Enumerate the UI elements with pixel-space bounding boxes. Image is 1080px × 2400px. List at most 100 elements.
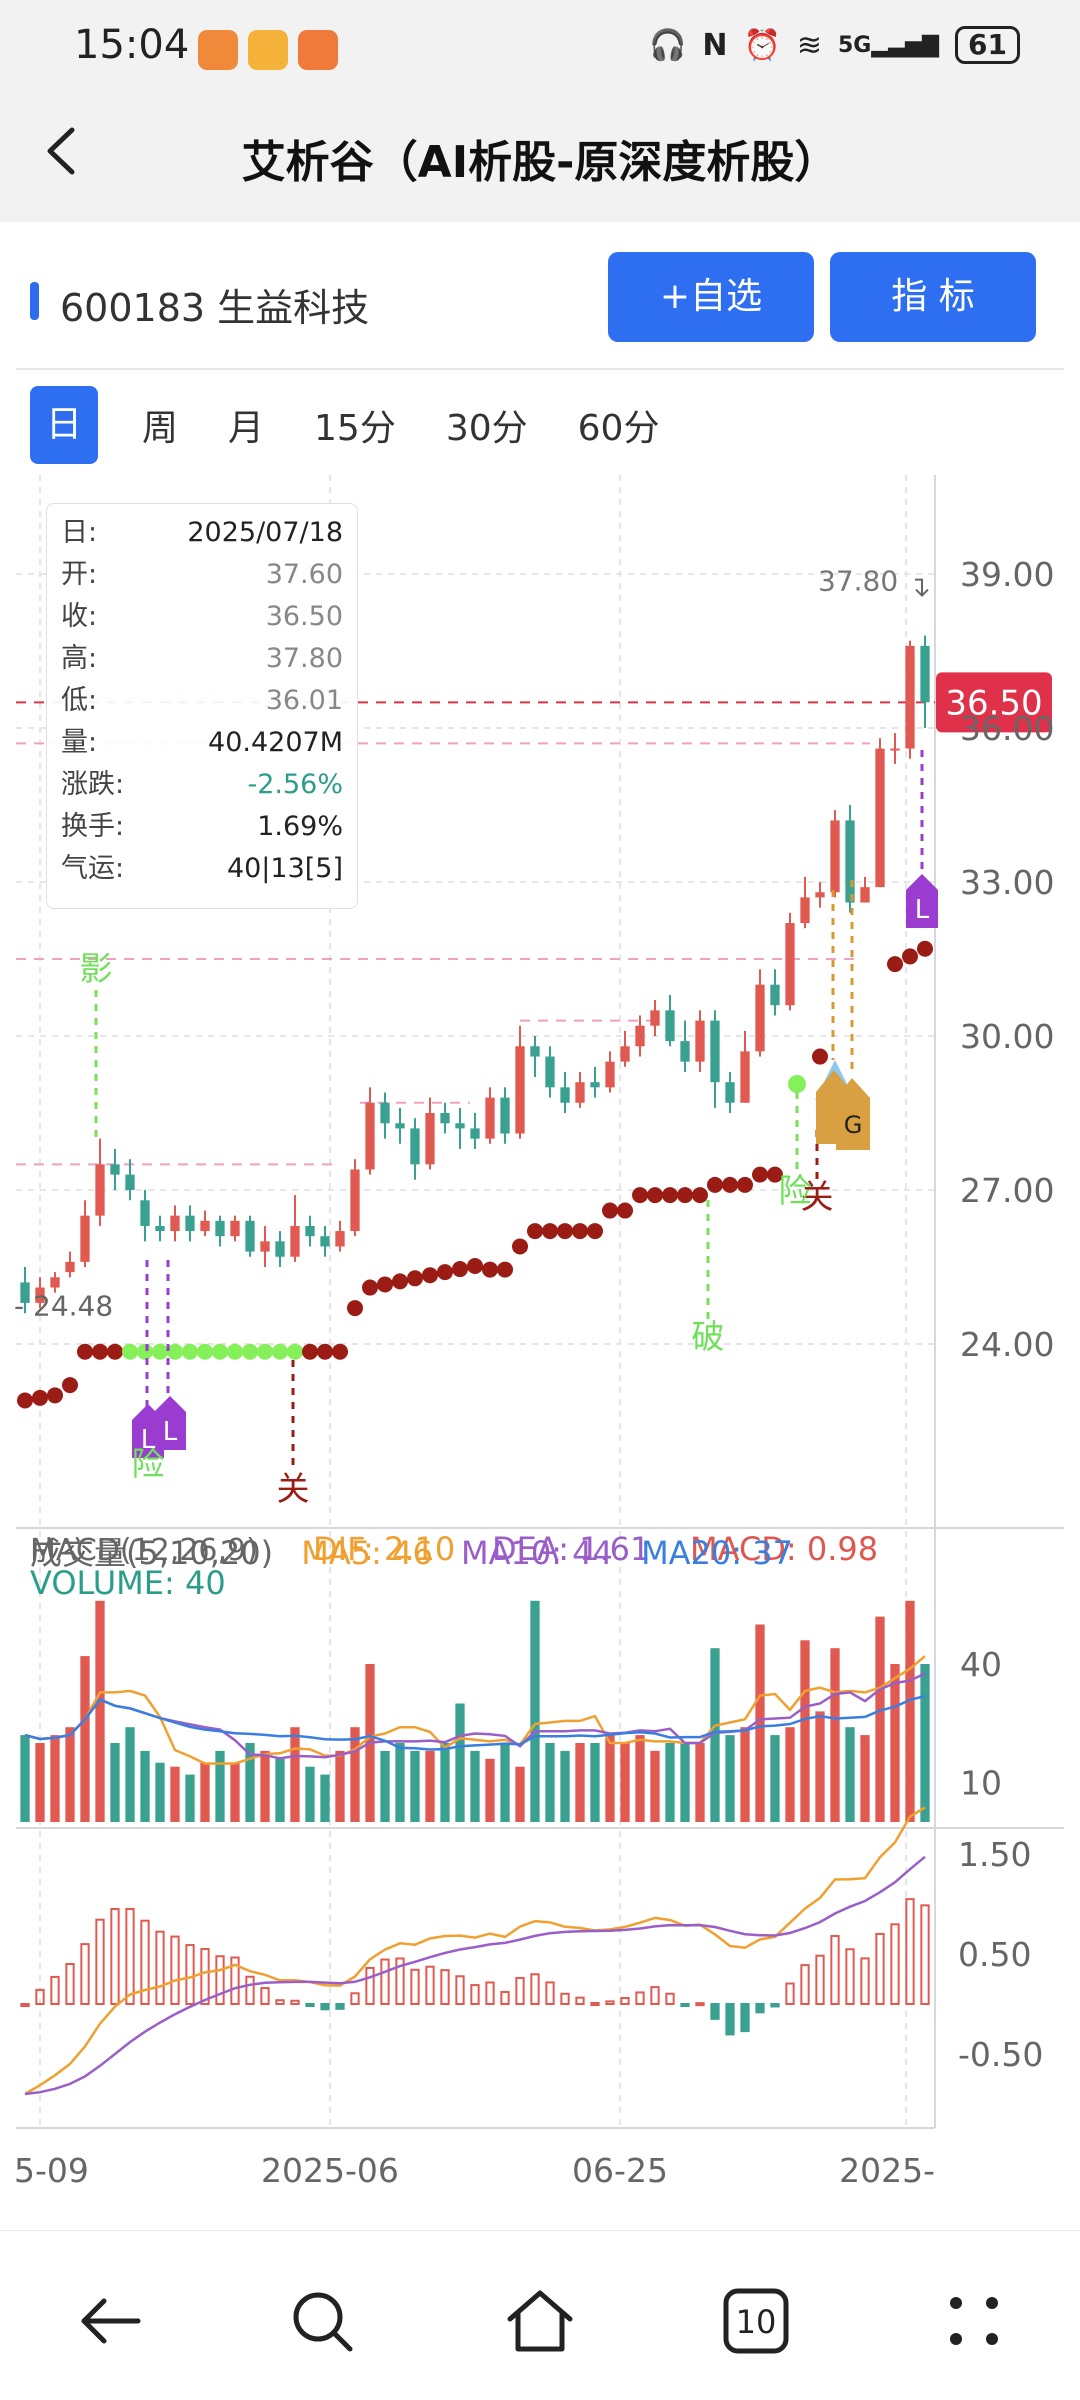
macd-bar [725, 2003, 735, 2036]
add-watchlist-button[interactable]: +自选 [608, 252, 814, 342]
info-row: 收: 36.50 [61, 596, 343, 638]
candle-body [725, 1082, 735, 1103]
support-dot-green [257, 1343, 273, 1360]
home-icon[interactable] [500, 2281, 580, 2361]
app-icon-video [298, 30, 338, 70]
price-tick-label: 24.00 [960, 1325, 1054, 1364]
tab-15min[interactable]: 15分 [314, 408, 396, 449]
macd-bar [575, 1996, 585, 2006]
support-dot [767, 1166, 783, 1183]
macd-bar [185, 1944, 195, 2006]
ma20-line [24, 1694, 926, 1751]
volume-bar [95, 1600, 105, 1822]
support-dot [482, 1261, 498, 1278]
menu-dots-icon[interactable] [934, 2281, 1014, 2361]
nav-bar: 艾析谷（AI析股-原深度析股） [0, 88, 1080, 222]
candle-body [320, 1236, 330, 1247]
macd-bar [740, 2003, 750, 2033]
volume-bar [350, 1727, 360, 1822]
candle-body [920, 645, 930, 703]
candle-body [890, 748, 900, 751]
macd-bar [650, 1986, 660, 2006]
candle-body [665, 1010, 675, 1042]
macd-bar [620, 1996, 630, 2005]
tabs-count-icon[interactable]: 10 [716, 2281, 796, 2361]
macd-bar [770, 2003, 780, 2008]
tab-month[interactable]: 月 [228, 408, 265, 449]
candle-body [695, 1020, 705, 1062]
back-arrow-icon[interactable] [70, 2281, 150, 2361]
candle-body [95, 1164, 105, 1216]
tab-60min[interactable]: 60分 [577, 408, 660, 449]
support-dot [77, 1343, 93, 1360]
candle-body [845, 820, 855, 903]
info-row: 气运: 40|13[5] [61, 848, 343, 890]
high-price-label: 37.80 [818, 565, 898, 598]
macd-bar [545, 1981, 555, 2005]
macd-bar [35, 1988, 45, 2006]
l-marker [906, 874, 938, 928]
stock-name: 600183 生益科技 [60, 286, 370, 330]
info-value: 2025/07/18 [187, 517, 343, 548]
candle-body [635, 1025, 645, 1047]
stock-chart[interactable]: MACD(12,26,9) DIF: 2.10 DEA: 1.61 MACD: … [0, 470, 1080, 2205]
support-dot [317, 1343, 333, 1360]
macd-bar [680, 2003, 690, 2007]
macd-bar [215, 1955, 225, 2006]
divider [16, 368, 1064, 370]
macd-bar [890, 1923, 900, 2005]
candle-body [740, 1051, 750, 1103]
macd-bar [920, 1904, 930, 2006]
g-marker-label: G [844, 1111, 863, 1139]
support-dot [47, 1387, 63, 1404]
support-dot [62, 1377, 78, 1394]
l-marker-label: L [915, 895, 930, 925]
candle-body [155, 1225, 165, 1232]
macd-bar [425, 1965, 435, 2005]
candle-body [590, 1082, 600, 1088]
macd-bar [335, 2003, 345, 2010]
headphones-icon: 🎧 [649, 27, 687, 63]
info-row: 低: 36.01 [61, 680, 343, 722]
macd-bar [275, 1999, 285, 2005]
macd-bar [695, 2002, 705, 2007]
support-dot [632, 1187, 648, 1204]
macd-bar [395, 1957, 405, 2005]
volume-bar [710, 1648, 720, 1822]
nfc-icon: N [702, 27, 728, 63]
stock-header: 600183 生益科技 +自选 指 标 [0, 222, 1080, 370]
support-dot [32, 1389, 48, 1406]
tab-week[interactable]: 周 [142, 408, 179, 449]
candle-body [125, 1174, 135, 1190]
candle-body [425, 1113, 435, 1165]
search-icon[interactable] [282, 2281, 362, 2361]
tab-day[interactable]: 日 [30, 386, 98, 464]
volume-bar [590, 1743, 600, 1822]
candle-body [875, 748, 885, 888]
info-row: 日: 2025/07/18 [61, 512, 343, 554]
macd-bar [50, 1975, 60, 2006]
volume-bar [140, 1750, 150, 1822]
info-value: 1.69% [257, 811, 343, 842]
macd-bar [710, 2003, 720, 2020]
support-dot [917, 940, 933, 957]
volume-ma10: MA10: 44 [461, 1534, 613, 1572]
macd-dif-label: DIF: 2.10 [313, 1530, 455, 1568]
volume-bar [170, 1766, 180, 1822]
macd-bar [560, 1992, 570, 2006]
candle-body [905, 645, 915, 749]
candle-body [140, 1200, 150, 1226]
macd-dea-label: DEA: 1.61 [492, 1530, 650, 1568]
annotation-ying: 影 [80, 949, 113, 988]
volume-ma20: MA20: 37 [641, 1534, 793, 1572]
chevron-left-icon[interactable] [30, 116, 100, 186]
support-dot [812, 1048, 828, 1065]
tab-30min[interactable]: 30分 [445, 408, 528, 449]
candle-body [680, 1041, 690, 1062]
indicator-button[interactable]: 指 标 [830, 252, 1036, 342]
chart-area[interactable]: MACD(12,26,9) DIF: 2.10 DEA: 1.61 MACD: … [0, 470, 1080, 2205]
price-tick-label: 30.00 [960, 1017, 1054, 1056]
volume-bar [320, 1774, 330, 1822]
info-row: 量: 40.4207M [61, 722, 343, 764]
volume-bar [35, 1743, 45, 1822]
